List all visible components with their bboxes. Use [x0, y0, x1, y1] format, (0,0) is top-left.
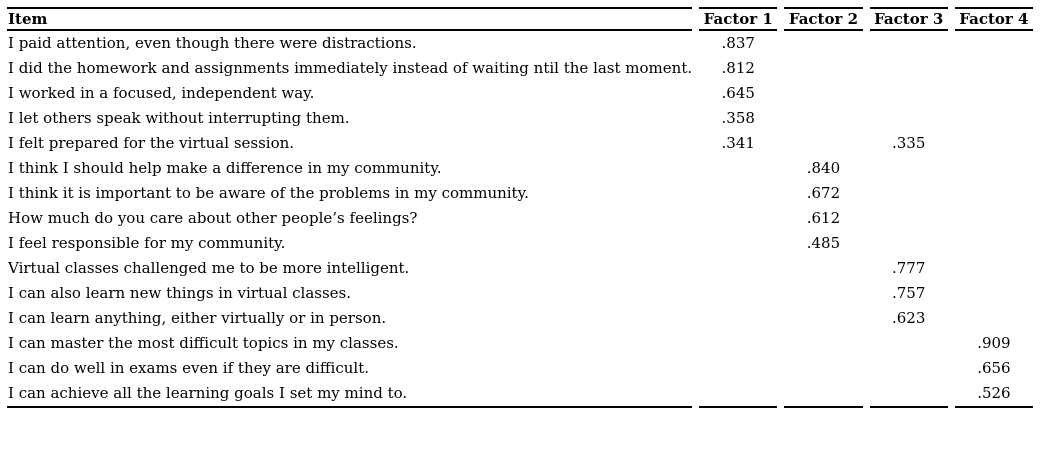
column-header-factor4: Factor 4: [954, 7, 1033, 31]
factor2-cell: [784, 281, 862, 306]
factor4-cell: [955, 256, 1033, 281]
factor1-cell: [699, 206, 777, 231]
table-row: I can do well in exams even if they are …: [7, 356, 1033, 381]
table-row: I can also learn new things in virtual c…: [7, 281, 1033, 306]
factor3-cell: .623: [891, 309, 926, 327]
item-cell: I paid attention, even though there were…: [8, 34, 417, 52]
item-cell: I can achieve all the learning goals I s…: [7, 381, 693, 408]
factor4-cell: [955, 231, 1033, 256]
table-row: I worked in a focused, independent way. …: [7, 81, 1033, 106]
item-cell: I felt prepared for the virtual session.: [8, 134, 295, 152]
table-row: I think it is important to be aware of t…: [7, 181, 1033, 206]
factor1-cell: [699, 331, 777, 356]
factor4-cell: [955, 81, 1033, 106]
factor1-cell: .812: [721, 59, 755, 77]
factor3-cell: [870, 56, 948, 81]
factor1-cell: [699, 156, 777, 181]
table-row: I let others speak without interrupting …: [7, 106, 1033, 131]
factor4-cell: [955, 56, 1033, 81]
factor4-cell: [955, 156, 1033, 181]
factor3-cell: [870, 181, 948, 206]
factor4-cell: [955, 206, 1033, 231]
item-cell: How much do you care about other people’…: [8, 209, 418, 227]
factor1-cell: [699, 381, 778, 408]
factor3-cell: [870, 356, 948, 381]
factor4-cell: [955, 181, 1033, 206]
factor2-cell: [784, 31, 862, 56]
column-header-factor3: Factor 3: [869, 7, 948, 31]
factor2-cell: .840: [806, 159, 841, 177]
factor2-cell: [784, 131, 862, 156]
column-header-factor1: Factor 1: [699, 7, 778, 31]
table-row: I did the homework and assignments immed…: [7, 56, 1033, 81]
item-cell: I can learn anything, either virtually o…: [8, 309, 387, 327]
factor2-cell: [784, 381, 863, 408]
factor1-cell: [699, 306, 777, 331]
table-row: I feel responsible for my community. .48…: [7, 231, 1033, 256]
factor4-cell: .656: [977, 359, 1011, 377]
table-row: I paid attention, even though there were…: [7, 31, 1033, 56]
factor-loadings-table: Item Factor 1 Factor 2 Factor 3 Factor 4…: [0, 7, 1040, 408]
factor3-cell: [870, 81, 948, 106]
item-cell: Virtual classes challenged me to be more…: [8, 259, 410, 277]
factor2-cell: .672: [806, 184, 841, 202]
item-cell: I did the homework and assignments immed…: [8, 59, 693, 77]
factor2-cell: [784, 56, 862, 81]
factor4-cell: [955, 106, 1033, 131]
factor3-cell: .335: [891, 134, 926, 152]
factor2-cell: [784, 306, 862, 331]
factor2-cell: [784, 356, 862, 381]
factor1-cell: [699, 256, 777, 281]
factor2-cell: [784, 331, 862, 356]
factor2-cell: [784, 106, 862, 131]
column-header-item: Item: [7, 7, 693, 31]
factor2-cell: .612: [806, 209, 841, 227]
table-row: I felt prepared for the virtual session.…: [7, 131, 1033, 156]
factor1-cell: [699, 281, 777, 306]
factor1-cell: [699, 356, 777, 381]
item-cell: I think it is important to be aware of t…: [8, 184, 529, 202]
factor4-cell: .909: [977, 334, 1011, 352]
factor1-cell: .341: [721, 134, 755, 152]
factor3-cell: [870, 206, 948, 231]
table-row: I can learn anything, either virtually o…: [7, 306, 1033, 331]
item-cell: I can master the most difficult topics i…: [8, 334, 399, 352]
factor1-cell: .837: [721, 34, 755, 52]
factor3-cell: [870, 156, 948, 181]
factor3-cell: [870, 106, 948, 131]
factor1-cell: .358: [721, 109, 755, 127]
factor3-cell: [870, 331, 948, 356]
header-row: Item Factor 1 Factor 2 Factor 3 Factor 4: [7, 7, 1033, 31]
factor1-cell: [699, 181, 777, 206]
factor4-cell: [955, 306, 1033, 331]
item-cell: I can also learn new things in virtual c…: [8, 284, 352, 302]
factor3-cell: [869, 381, 948, 408]
factor4-cell: [955, 31, 1033, 56]
item-cell: I think I should help make a difference …: [8, 159, 442, 177]
factor1-cell: .645: [721, 84, 755, 102]
table-row: I can master the most difficult topics i…: [7, 331, 1033, 356]
table-row: Virtual classes challenged me to be more…: [7, 256, 1033, 281]
factor3-cell: [870, 231, 948, 256]
table-row: How much do you care about other people’…: [7, 206, 1033, 231]
item-cell: I let others speak without interrupting …: [8, 109, 350, 127]
table-row: I think I should help make a difference …: [7, 156, 1033, 181]
factor1-cell: [699, 231, 777, 256]
item-cell: I feel responsible for my community.: [8, 234, 286, 252]
factor2-cell: [784, 81, 862, 106]
factor3-cell: [870, 31, 948, 56]
item-cell: I worked in a focused, independent way.: [8, 84, 315, 102]
factor4-cell: [955, 131, 1033, 156]
item-cell: I can do well in exams even if they are …: [8, 359, 369, 377]
factor3-cell: .777: [891, 259, 926, 277]
factor4-cell: .526: [954, 381, 1033, 408]
factor2-cell: [784, 256, 862, 281]
factor2-cell: .485: [806, 234, 841, 252]
table-row: I can achieve all the learning goals I s…: [7, 381, 1033, 408]
factor3-cell: .757: [891, 284, 926, 302]
factor4-cell: [955, 281, 1033, 306]
column-header-factor2: Factor 2: [784, 7, 863, 31]
